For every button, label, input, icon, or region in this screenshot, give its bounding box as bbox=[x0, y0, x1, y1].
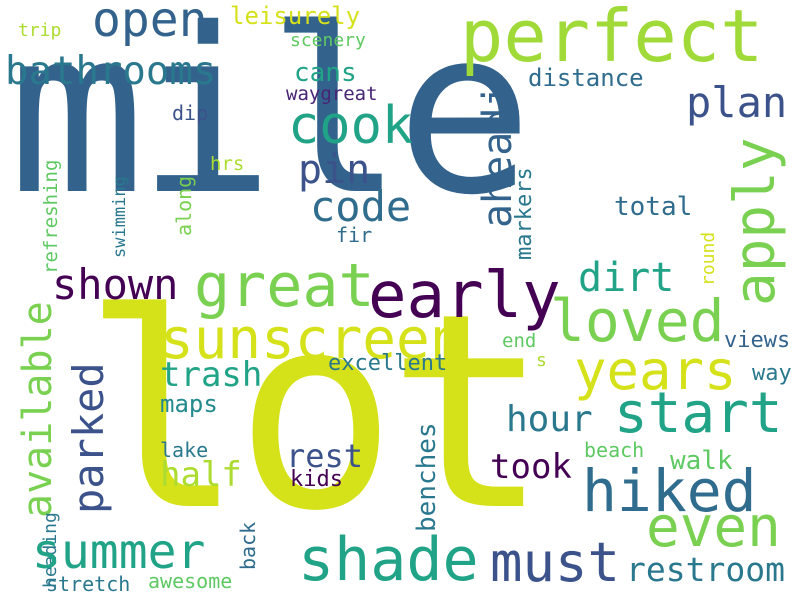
word-cook: cook bbox=[288, 96, 414, 156]
word-benches: benches bbox=[412, 422, 442, 532]
word-stretch: stretch bbox=[46, 572, 131, 596]
word-rest: rest bbox=[286, 437, 364, 475]
word-total: total bbox=[614, 192, 693, 222]
word-code: code bbox=[310, 182, 412, 231]
word-swimming: swimming bbox=[110, 176, 130, 258]
word-along: along bbox=[172, 175, 196, 236]
word-open: open bbox=[92, 0, 208, 48]
word-perfect: perfect bbox=[460, 0, 764, 78]
word-distance: distance bbox=[528, 64, 644, 92]
word-half: half bbox=[160, 455, 242, 495]
word-start: start bbox=[614, 381, 783, 446]
word-end: end bbox=[502, 330, 537, 352]
word-way: way bbox=[752, 361, 792, 386]
word-hour: hour bbox=[506, 399, 593, 440]
word-back: back bbox=[236, 521, 260, 570]
word-markers: markers bbox=[512, 167, 537, 260]
word-hiked: hiked bbox=[582, 457, 757, 525]
word-lot: lot bbox=[82, 255, 550, 570]
word-pin: pin bbox=[298, 147, 371, 193]
word-dirt: dirt bbox=[578, 255, 675, 301]
word-fir: fir bbox=[336, 223, 373, 247]
word-trip: trip bbox=[18, 20, 62, 41]
word-must: must bbox=[490, 531, 621, 594]
word-beach: beach bbox=[584, 438, 645, 462]
word-kids: kids bbox=[290, 467, 343, 492]
word-mile: mile bbox=[8, 0, 533, 245]
word-refreshing: refreshing bbox=[40, 159, 62, 274]
word-loved: loved bbox=[550, 287, 725, 355]
word-excellent: excellent bbox=[328, 351, 448, 376]
word-sunscreen: sunscreen bbox=[160, 307, 464, 372]
word-plan: plan bbox=[686, 78, 788, 127]
word-years: years bbox=[574, 339, 737, 402]
word-summer: summer bbox=[32, 524, 206, 580]
word-cans: cans bbox=[294, 58, 357, 88]
word-s: s bbox=[536, 350, 547, 371]
word-bathrooms: bathrooms bbox=[5, 49, 217, 94]
word-restroom: restroom bbox=[626, 550, 785, 589]
word-even: even bbox=[646, 495, 781, 560]
word-hrs: hrs bbox=[210, 153, 245, 175]
word-available: available bbox=[15, 301, 61, 518]
word-early: early bbox=[368, 259, 561, 333]
word-apply: apply bbox=[723, 137, 788, 306]
word-awesome: awesome bbox=[148, 569, 233, 593]
word-scenery: scenery bbox=[290, 30, 366, 51]
word-maps: maps bbox=[160, 390, 218, 418]
word-leisurely: leisurely bbox=[230, 2, 361, 30]
word-great: great bbox=[194, 251, 375, 321]
word-walk: walk bbox=[670, 446, 733, 476]
word-took: took bbox=[490, 447, 572, 487]
word-shade: shade bbox=[298, 525, 479, 595]
word-round: round bbox=[698, 231, 719, 286]
word-dip: dip bbox=[172, 101, 209, 125]
word-lake: lake bbox=[160, 438, 209, 462]
word-shown: shown bbox=[52, 260, 179, 309]
word-parked: parked bbox=[64, 362, 113, 514]
word-waygreat: waygreat bbox=[286, 83, 378, 105]
word-trash: trash bbox=[160, 355, 263, 395]
word-views: views bbox=[724, 328, 791, 353]
